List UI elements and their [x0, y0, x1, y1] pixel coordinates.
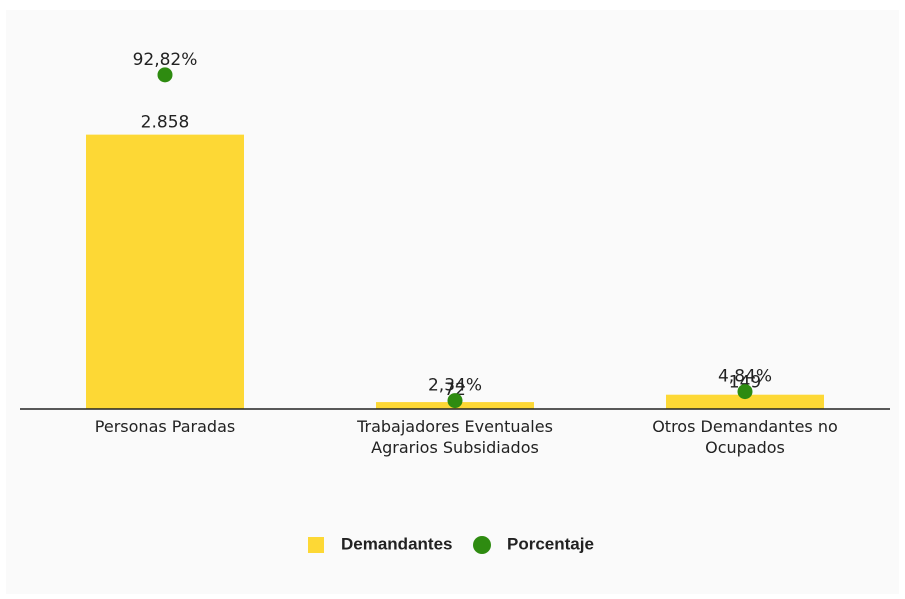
point	[737, 384, 753, 400]
data-label: 2,34%	[428, 376, 482, 396]
data-label: 149	[729, 373, 761, 393]
x-tick-label: Otros Demandantes no Ocupados	[652, 417, 838, 457]
x-tick-label: Personas Paradas	[94, 417, 236, 436]
legend-label: Porcentaje	[507, 534, 594, 553]
point	[157, 67, 173, 83]
x-tick-label: Trabajadores Eventuales Agrarios Subsidi…	[357, 417, 553, 457]
legend-swatch	[308, 537, 324, 553]
data-label: 72	[444, 380, 466, 400]
legend-label: Demandantes	[341, 534, 452, 553]
bar	[86, 134, 244, 409]
data-label: 4,84%	[718, 367, 772, 387]
data-label: 92,82%	[133, 50, 198, 70]
point	[447, 393, 463, 409]
bar	[666, 394, 824, 409]
data-label: 2.858	[141, 113, 190, 133]
legend-swatch	[473, 536, 491, 554]
